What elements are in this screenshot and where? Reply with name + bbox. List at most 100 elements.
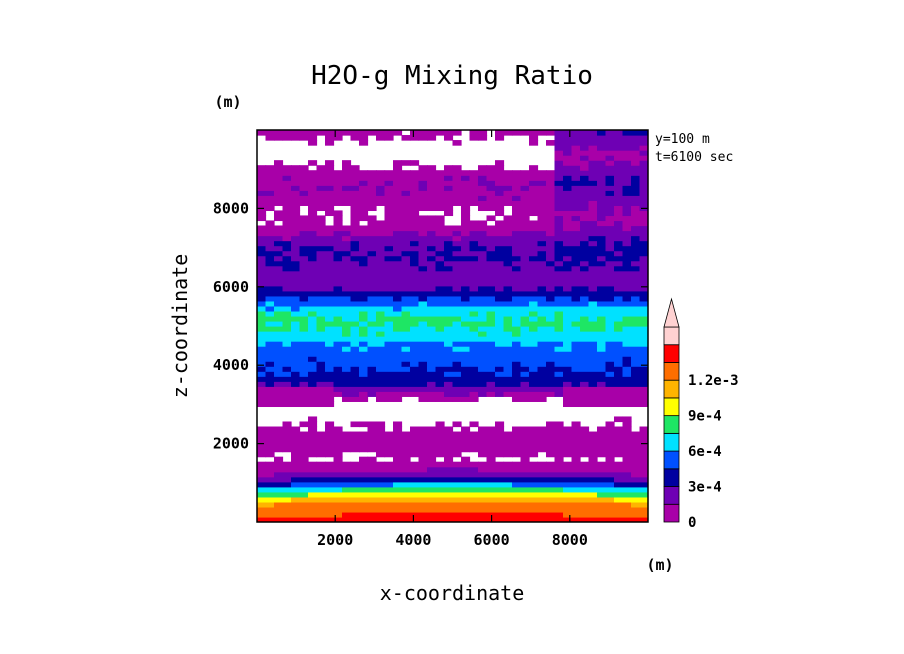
heatmap-cell bbox=[588, 245, 598, 252]
heatmap-cell bbox=[274, 255, 284, 262]
heatmap-cell bbox=[486, 511, 496, 518]
heatmap-cell bbox=[393, 426, 403, 433]
heatmap-cell bbox=[554, 491, 564, 498]
heatmap-cell bbox=[614, 290, 624, 297]
heatmap-cell bbox=[597, 305, 607, 312]
heatmap-cell bbox=[427, 235, 437, 242]
heatmap-cell bbox=[274, 165, 284, 171]
heatmap-cell bbox=[444, 466, 454, 473]
heatmap-cell bbox=[512, 371, 522, 377]
heatmap-cell bbox=[282, 205, 292, 212]
heatmap-cell bbox=[359, 230, 369, 237]
heatmap-cell bbox=[342, 496, 352, 503]
heatmap-cell bbox=[418, 320, 428, 327]
heatmap-cell bbox=[257, 315, 267, 322]
heatmap-cell bbox=[486, 280, 496, 287]
heatmap-cell bbox=[605, 235, 615, 242]
heatmap-cell bbox=[622, 336, 632, 342]
heatmap-cell bbox=[478, 506, 488, 513]
heatmap-cell bbox=[529, 441, 539, 448]
heatmap-cell bbox=[427, 130, 437, 136]
heatmap-cell bbox=[299, 431, 309, 438]
heatmap-cell bbox=[512, 260, 522, 267]
heatmap-cell bbox=[605, 195, 615, 201]
heatmap-cell bbox=[478, 426, 488, 433]
heatmap-cell bbox=[588, 506, 598, 513]
heatmap-cell bbox=[393, 421, 403, 428]
heatmap-cell bbox=[639, 516, 648, 522]
heatmap-cell bbox=[291, 496, 301, 503]
heatmap-cell bbox=[571, 451, 581, 458]
heatmap-cell bbox=[605, 441, 615, 448]
heatmap-cell bbox=[376, 245, 386, 252]
heatmap-cell bbox=[469, 346, 479, 352]
heatmap-cell bbox=[495, 371, 505, 377]
heatmap-cell bbox=[342, 506, 352, 513]
heatmap-cell bbox=[393, 240, 403, 247]
heatmap-cell bbox=[359, 235, 369, 242]
heatmap-cell bbox=[452, 225, 462, 232]
heatmap-cell bbox=[350, 371, 360, 377]
heatmap-cell bbox=[350, 305, 360, 312]
heatmap-cell bbox=[529, 130, 539, 136]
heatmap-cell bbox=[554, 195, 564, 201]
heatmap-cell bbox=[486, 506, 496, 513]
heatmap-cell bbox=[478, 220, 488, 227]
colorbar-swatch bbox=[663, 379, 680, 399]
heatmap-cell bbox=[367, 285, 377, 292]
heatmap-cell bbox=[325, 431, 335, 438]
heatmap-cell bbox=[580, 331, 590, 337]
heatmap-cell bbox=[520, 285, 530, 292]
heatmap-cell bbox=[554, 180, 564, 186]
heatmap-cell bbox=[503, 180, 513, 186]
heatmap-cell bbox=[631, 496, 641, 503]
heatmap-cell bbox=[563, 155, 573, 161]
heatmap-cell bbox=[529, 501, 539, 508]
heatmap-cell bbox=[452, 386, 462, 392]
heatmap-cell bbox=[342, 170, 352, 176]
heatmap-cell bbox=[631, 371, 641, 377]
heatmap-cell bbox=[639, 456, 648, 463]
heatmap-cell bbox=[520, 426, 530, 433]
heatmap-cell bbox=[512, 391, 522, 397]
heatmap-cell bbox=[359, 195, 369, 201]
heatmap-cell bbox=[452, 310, 462, 317]
heatmap-cell bbox=[563, 386, 573, 392]
heatmap-cell bbox=[622, 396, 632, 402]
heatmap-cell bbox=[350, 496, 360, 503]
heatmap-cell bbox=[597, 175, 607, 181]
heatmap-cell bbox=[469, 265, 479, 272]
heatmap-cell bbox=[350, 170, 360, 176]
heatmap-cell bbox=[597, 481, 607, 488]
heatmap-cell bbox=[486, 320, 496, 327]
heatmap-cell bbox=[384, 200, 394, 206]
heatmap-cell bbox=[469, 310, 479, 317]
heatmap-cell bbox=[529, 446, 539, 453]
heatmap-cell bbox=[291, 431, 301, 438]
heatmap-cell bbox=[495, 461, 505, 468]
heatmap-cell bbox=[444, 210, 454, 217]
heatmap-cell bbox=[597, 356, 607, 362]
heatmap-cell bbox=[333, 210, 343, 217]
heatmap-cell bbox=[478, 351, 488, 357]
heatmap-cell bbox=[512, 386, 522, 392]
heatmap-cell bbox=[580, 491, 590, 498]
heatmap-cell bbox=[376, 386, 386, 392]
heatmap-cell bbox=[554, 255, 564, 262]
heatmap-cell bbox=[308, 351, 318, 357]
heatmap-cell bbox=[529, 516, 539, 522]
heatmap-cell bbox=[520, 506, 530, 513]
heatmap-cell bbox=[486, 200, 496, 206]
heatmap-cell bbox=[486, 346, 496, 352]
heatmap-cell bbox=[537, 386, 547, 392]
heatmap-cell bbox=[333, 215, 343, 222]
heatmap-cell bbox=[631, 255, 641, 262]
heatmap-cell bbox=[469, 180, 479, 186]
heatmap-cell bbox=[316, 165, 326, 171]
heatmap-cell bbox=[478, 180, 488, 186]
heatmap-cell bbox=[418, 230, 428, 237]
heatmap-cell bbox=[299, 315, 309, 322]
heatmap-cell bbox=[597, 391, 607, 397]
heatmap-cell bbox=[605, 160, 615, 166]
heatmap-cell bbox=[401, 245, 411, 252]
